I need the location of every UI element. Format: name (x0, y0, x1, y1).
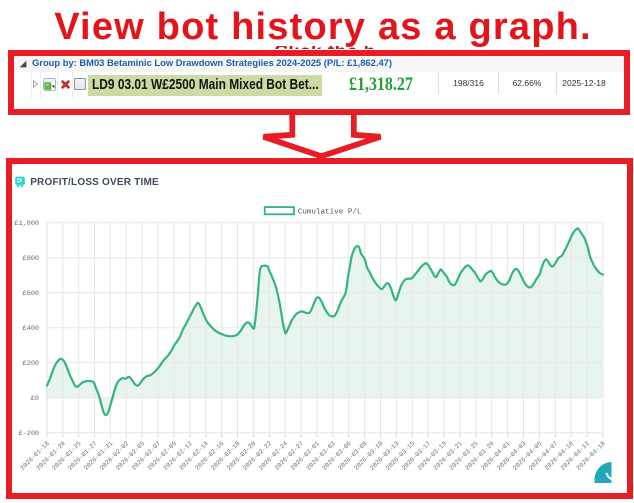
svg-text:£1,000: £1,000 (15, 220, 39, 228)
svg-text:£600: £600 (23, 290, 39, 298)
svg-text:£-200: £-200 (19, 430, 39, 438)
svg-text:£200: £200 (23, 360, 39, 368)
svg-text:Cumulative P/L: Cumulative P/L (298, 208, 362, 216)
svg-text:£400: £400 (23, 325, 39, 333)
svg-text:£0: £0 (31, 395, 39, 403)
svg-text:£800: £800 (23, 255, 39, 263)
